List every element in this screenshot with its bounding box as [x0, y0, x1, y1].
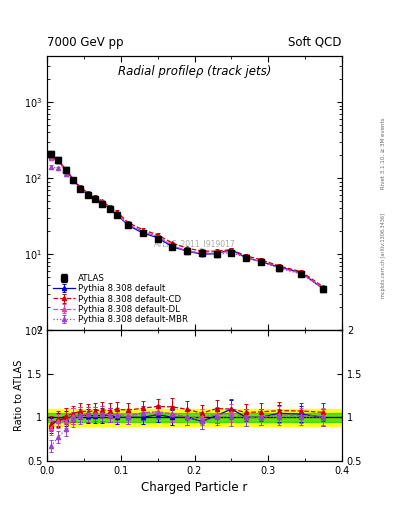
X-axis label: Charged Particle r: Charged Particle r	[141, 481, 248, 494]
Text: mcplots.cern.ch [arXiv:1306.3436]: mcplots.cern.ch [arXiv:1306.3436]	[381, 214, 386, 298]
Text: ATLAS_2011_I919017: ATLAS_2011_I919017	[154, 239, 235, 248]
Bar	[47, 413, 342, 422]
Text: 7000 GeV pp: 7000 GeV pp	[47, 36, 124, 49]
Legend: ATLAS, Pythia 8.308 default, Pythia 8.308 default-CD, Pythia 8.308 default-DL, P: ATLAS, Pythia 8.308 default, Pythia 8.30…	[51, 272, 190, 326]
Y-axis label: Ratio to ATLAS: Ratio to ATLAS	[14, 360, 24, 431]
Text: Rivet 3.1.10, ≥ 3M events: Rivet 3.1.10, ≥ 3M events	[381, 118, 386, 189]
Text: Radial profileρ (track jets): Radial profileρ (track jets)	[118, 65, 271, 77]
Bar	[47, 409, 342, 426]
Text: Soft QCD: Soft QCD	[288, 36, 342, 49]
